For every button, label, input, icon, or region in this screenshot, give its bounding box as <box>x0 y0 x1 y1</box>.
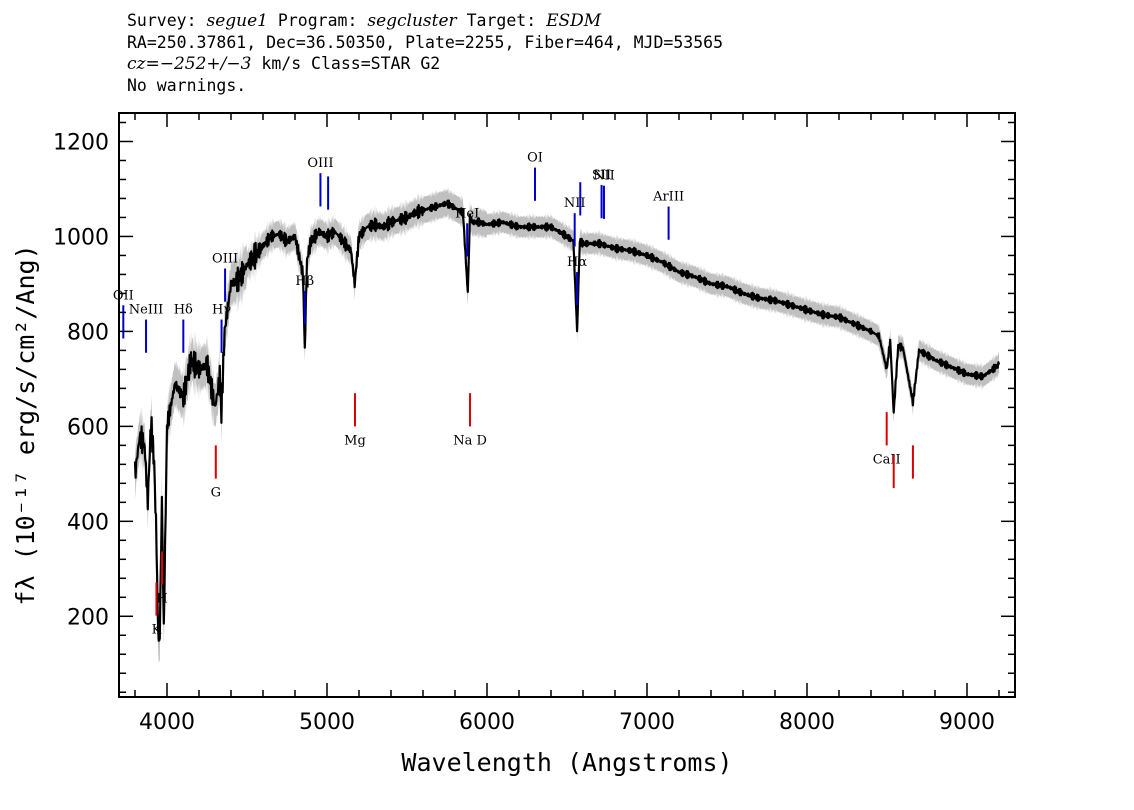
y-tick-label: 1200 <box>53 130 109 155</box>
emission-line-label: OI <box>527 151 543 166</box>
emission-line-label: Hα <box>567 255 587 270</box>
emission-line-label: ArIII <box>652 190 684 205</box>
y-tick-label: 600 <box>67 415 109 440</box>
absorption-line-label: Na D <box>453 433 487 448</box>
axes-layer: 4000 5000 6000 7000 8000 9000 200 400 600 800 1000… <box>53 112 1016 735</box>
spectrum-layer <box>133 199 1001 642</box>
absorption-line-label: CaII <box>873 452 901 467</box>
x-tick-label: 7000 <box>619 710 675 735</box>
emission-line-label: HeI <box>455 206 479 221</box>
absorption-line-label: K <box>152 623 162 638</box>
error-band-layer <box>135 187 999 663</box>
emission-line-label: OIII <box>307 156 333 171</box>
y-tick-label: 200 <box>67 605 109 630</box>
plot-frame <box>118 112 1016 698</box>
y-tick-label: 800 <box>67 320 109 345</box>
x-tick-label: 6000 <box>459 710 515 735</box>
emission-line-label: Hδ <box>174 303 193 318</box>
header-line-coordinates: RA=250.37861, Dec=36.50350, Plate=2255, … <box>127 33 724 52</box>
y-axis-title: fλ (10⁻¹⁷ erg/s/cm²/Ang) <box>11 244 40 605</box>
error-band <box>135 187 999 663</box>
emission-line-label: Hβ <box>295 274 314 289</box>
header-line-redshift: cz=−252+/−3 km/s Class=STAR G2 <box>127 53 723 75</box>
cz-value: cz=−252+/−3 <box>127 54 252 74</box>
class-value: km/s Class=STAR G2 <box>261 54 441 73</box>
survey-label: Survey: <box>127 11 197 30</box>
x-tick-label: 9000 <box>939 710 995 735</box>
x-tick-label: 5000 <box>299 710 355 735</box>
emission-line-label: NeIII <box>129 303 163 318</box>
survey-value: segue1 <box>206 11 268 31</box>
emission-line-label: NII <box>564 196 586 211</box>
y-tick-label: 1000 <box>53 225 109 250</box>
absorption-line-label: Mg <box>344 433 366 448</box>
spectrum-header: Survey: segue1 Program: segcluster Targe… <box>127 10 723 96</box>
target-label: Target: <box>466 11 537 30</box>
x-axis-title: Wavelength (Angstroms) <box>401 748 732 777</box>
emission-line-label: OII <box>113 288 134 303</box>
emission-line-label: SII <box>592 168 611 183</box>
header-line-survey: Survey: segue1 Program: segcluster Targe… <box>127 10 723 32</box>
emission-line-label: Hγ <box>212 303 231 318</box>
x-tick-label: 4000 <box>139 710 195 735</box>
program-label: Program: <box>277 11 358 30</box>
header-line-warnings: No warnings. <box>127 76 247 95</box>
absorption-line-label: G <box>211 486 221 501</box>
program-value: segcluster <box>367 11 457 31</box>
emission-line-label: NII <box>593 169 615 184</box>
spectrum-line <box>133 199 1001 642</box>
target-value: ESDM <box>546 11 602 31</box>
x-tick-label: 8000 <box>779 710 835 735</box>
absorption-line-label: H <box>156 592 167 607</box>
y-tick-label: 400 <box>67 510 109 535</box>
emission-line-label: OIII <box>212 251 238 266</box>
